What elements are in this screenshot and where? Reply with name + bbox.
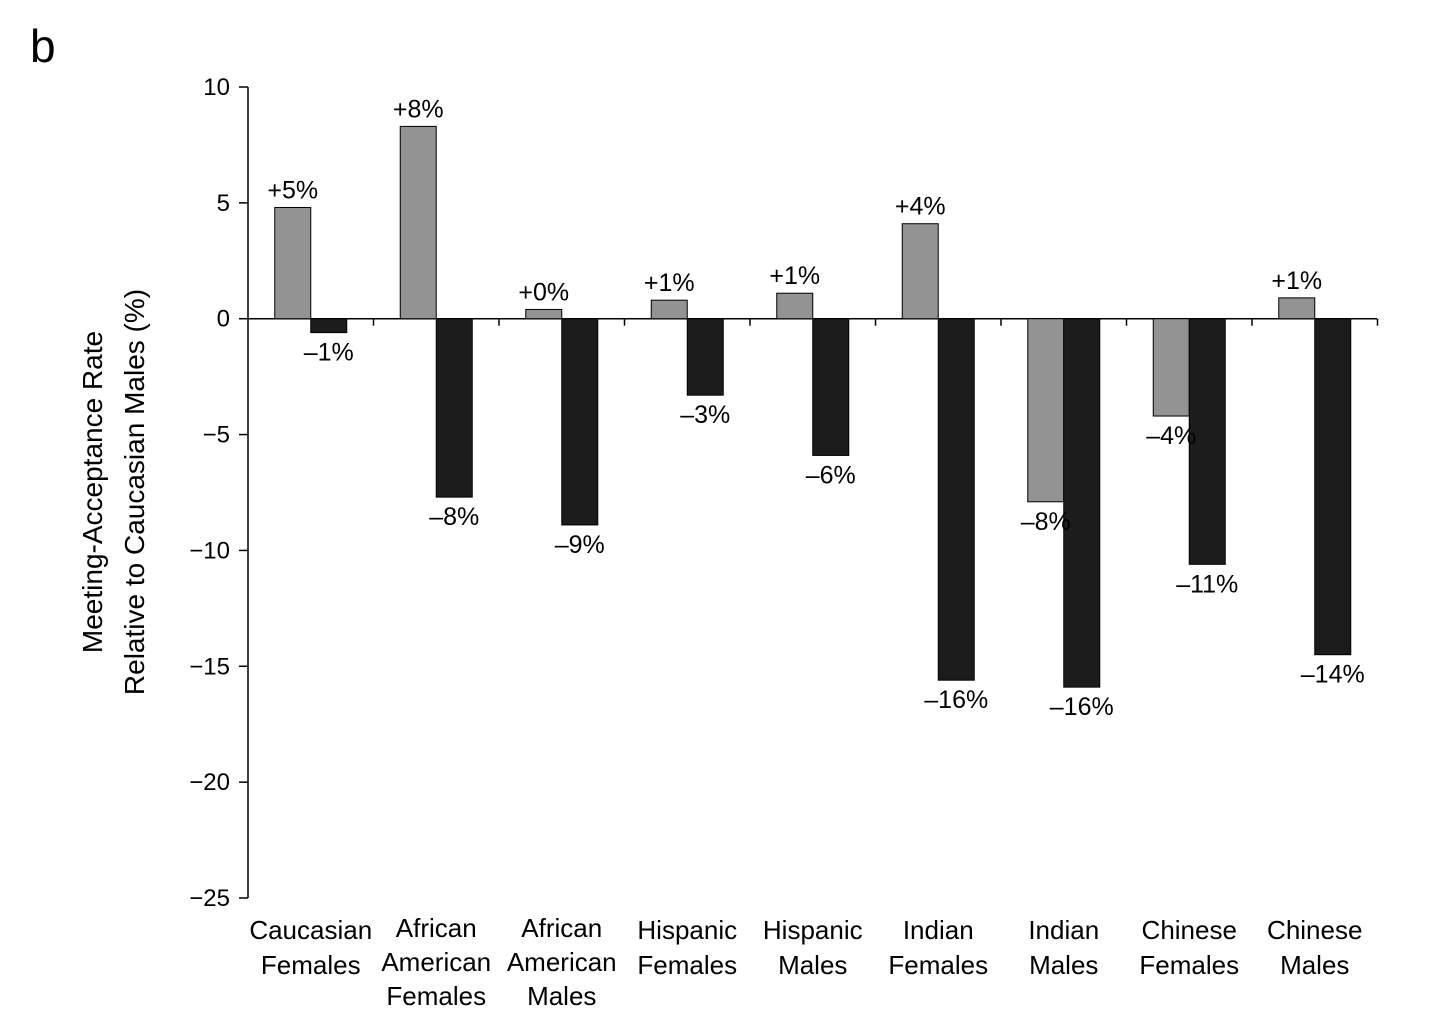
bar-series-1 [399, 125, 437, 320]
category-label: Males [778, 950, 847, 980]
bar-series-2 [435, 318, 473, 498]
category-label: American [507, 947, 617, 977]
y-axis-title: Meeting-Acceptance Rate Relative to Cauca… [77, 289, 150, 695]
bar-series-1 [1152, 318, 1190, 417]
category-label: Chinese [1142, 915, 1237, 945]
y-tick-label: −10 [189, 537, 230, 564]
category-label: Females [1139, 950, 1239, 980]
data-label: –16% [1050, 693, 1114, 721]
data-label: –8% [1021, 508, 1071, 536]
bar-series-2 [686, 318, 724, 396]
y-tick-label: −15 [189, 653, 230, 680]
category-label: Indian [903, 915, 974, 945]
category-label: Indian [1028, 915, 1099, 945]
data-label: +5% [267, 176, 318, 204]
bar-series-2 [310, 318, 348, 334]
category-label: Females [261, 950, 361, 980]
bar-series-2 [1188, 318, 1226, 565]
y-tick-label: −25 [189, 885, 230, 912]
bar-series-1 [1027, 318, 1065, 503]
data-label: +8% [393, 95, 444, 123]
category-label: Males [1280, 950, 1349, 980]
bar-series-1 [650, 299, 688, 320]
y-tick-label: 0 [217, 306, 230, 333]
bar-series-1 [776, 292, 814, 320]
category-label: Caucasian [249, 915, 372, 945]
category-label: Females [637, 950, 737, 980]
data-label: –11% [1176, 570, 1238, 598]
data-label: +1% [644, 269, 695, 297]
category-label: Males [527, 981, 596, 1011]
category-label: Females [888, 950, 988, 980]
data-label: –14% [1301, 661, 1365, 689]
category-labels: Caucasian Females African American Females Af… [249, 913, 1362, 1011]
data-label: +1% [1271, 267, 1322, 295]
category-label: Hispanic [763, 915, 863, 945]
y-tick-label: 10 [203, 74, 230, 101]
data-label: –6% [806, 461, 856, 489]
y-tick-label: −5 [203, 422, 230, 449]
data-label: +1% [769, 262, 820, 290]
data-labels: +5% +8% +0% +1% +1% +4% –8% –4% +1% –1% –8% –9% –3% –… [267, 95, 1364, 721]
category-label: Hispanic [637, 915, 737, 945]
bar-series-1 [274, 206, 312, 320]
bar-series-1 [901, 223, 939, 320]
y-axis-title-line: Relative to Caucasian Males (%) [119, 289, 150, 695]
data-label: –3% [680, 401, 730, 429]
y-axis-title-line: Meeting-Acceptance Rate [77, 331, 108, 653]
category-label: Males [1029, 950, 1098, 980]
bar-series-2 [1063, 318, 1101, 688]
bar-series-1 [525, 308, 563, 320]
category-label: American [381, 947, 491, 977]
category-label: Chinese [1267, 915, 1362, 945]
data-label: –1% [304, 339, 354, 367]
panel-letter: b [30, 20, 56, 72]
bar-series-2 [1314, 318, 1352, 656]
data-label: –8% [429, 503, 479, 531]
bar-series-1 [1278, 297, 1316, 320]
data-label: –9% [555, 531, 605, 559]
data-label: –16% [924, 686, 988, 714]
category-label: African [521, 913, 602, 943]
bar-series-2 [812, 318, 850, 456]
data-label: +4% [895, 193, 946, 221]
bar-series-2 [561, 318, 599, 526]
y-tick-label: −20 [189, 769, 230, 796]
bar-series-2 [937, 318, 975, 681]
data-label: +0% [518, 278, 569, 306]
category-label: Females [386, 981, 486, 1011]
y-tick-label: 5 [217, 190, 230, 217]
category-label: African [396, 913, 477, 943]
data-label: –4% [1146, 422, 1196, 450]
bars [274, 125, 1352, 688]
